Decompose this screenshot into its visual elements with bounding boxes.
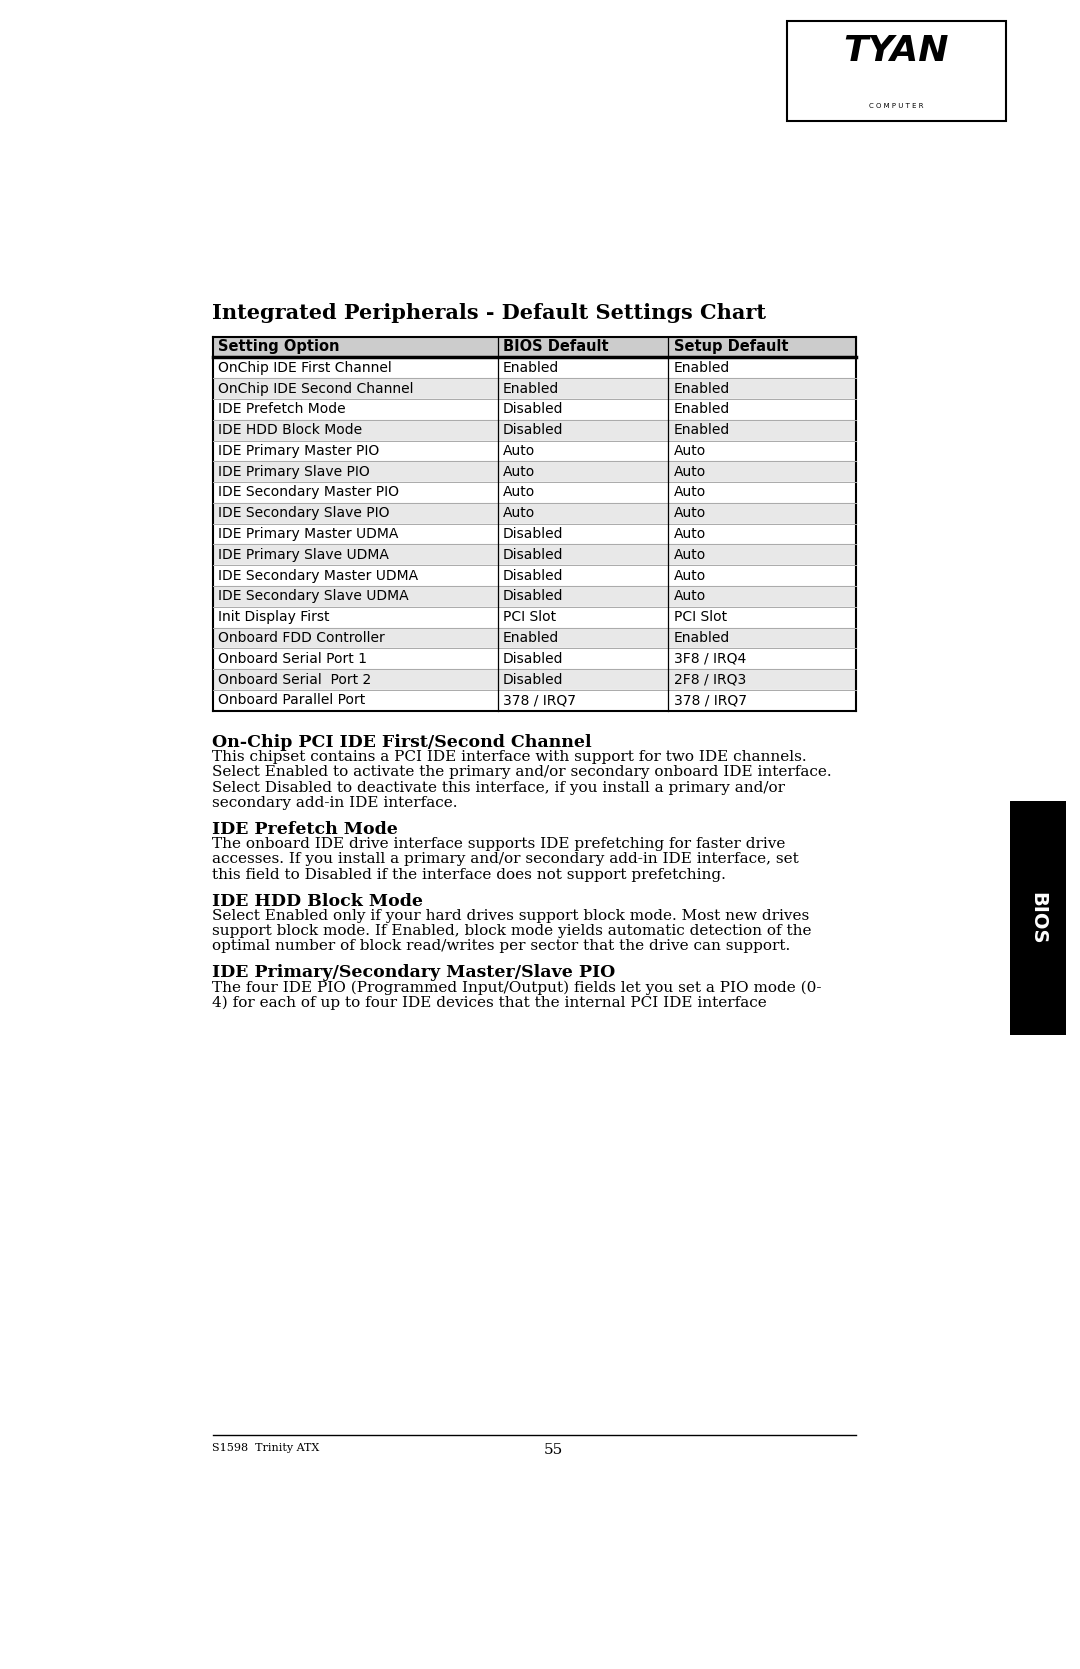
Text: optimal number of block read/writes per sector that the drive can support.: optimal number of block read/writes per … xyxy=(213,940,791,953)
Text: Setting Option: Setting Option xyxy=(218,339,339,354)
Text: Auto: Auto xyxy=(674,547,706,562)
Text: BIOS: BIOS xyxy=(1028,891,1048,945)
Text: IDE Secondary Slave UDMA: IDE Secondary Slave UDMA xyxy=(218,589,408,604)
Text: 55: 55 xyxy=(544,1444,563,1457)
Text: Init Display First: Init Display First xyxy=(218,611,329,624)
Text: IDE Secondary Slave PIO: IDE Secondary Slave PIO xyxy=(218,506,390,521)
Text: TYAN: TYAN xyxy=(843,35,949,68)
Text: Auto: Auto xyxy=(674,589,706,604)
Text: IDE Primary Master PIO: IDE Primary Master PIO xyxy=(218,444,379,457)
Text: Disabled: Disabled xyxy=(503,547,564,562)
Text: Auto: Auto xyxy=(674,527,706,541)
Text: 378 / IRQ7: 378 / IRQ7 xyxy=(674,693,746,708)
Text: Disabled: Disabled xyxy=(503,673,564,686)
Text: Onboard FDD Controller: Onboard FDD Controller xyxy=(218,631,384,644)
Text: IDE Primary Master UDMA: IDE Primary Master UDMA xyxy=(218,527,399,541)
Text: Auto: Auto xyxy=(674,444,706,457)
Text: IDE Secondary Master UDMA: IDE Secondary Master UDMA xyxy=(218,569,418,582)
Text: The onboard IDE drive interface supports IDE prefetching for faster drive: The onboard IDE drive interface supports… xyxy=(213,838,786,851)
Text: Select Enabled to activate the primary and/or secondary onboard IDE interface.: Select Enabled to activate the primary a… xyxy=(213,766,832,779)
Text: IDE Prefetch Mode: IDE Prefetch Mode xyxy=(218,402,346,416)
Text: Enabled: Enabled xyxy=(674,631,730,644)
Text: Disabled: Disabled xyxy=(503,402,564,416)
Text: Auto: Auto xyxy=(674,569,706,582)
Text: 3F8 / IRQ4: 3F8 / IRQ4 xyxy=(674,653,746,666)
Text: IDE Primary Slave PIO: IDE Primary Slave PIO xyxy=(218,464,369,479)
Text: On-Chip PCI IDE First/Second Channel: On-Chip PCI IDE First/Second Channel xyxy=(213,734,592,751)
Text: Integrated Peripherals - Default Settings Chart: Integrated Peripherals - Default Setting… xyxy=(213,304,767,324)
Text: PCI Slot: PCI Slot xyxy=(503,611,556,624)
Text: Auto: Auto xyxy=(674,464,706,479)
Text: OnChip IDE First Channel: OnChip IDE First Channel xyxy=(218,361,392,376)
Text: OnChip IDE Second Channel: OnChip IDE Second Channel xyxy=(218,382,414,396)
Text: Auto: Auto xyxy=(503,444,536,457)
Text: Enabled: Enabled xyxy=(674,424,730,437)
Text: Select Enabled only if your hard drives support block mode. Most new drives: Select Enabled only if your hard drives … xyxy=(213,908,810,923)
Text: IDE HDD Block Mode: IDE HDD Block Mode xyxy=(218,424,362,437)
Text: Disabled: Disabled xyxy=(503,589,564,604)
Text: IDE HDD Block Mode: IDE HDD Block Mode xyxy=(213,893,423,910)
Text: 378 / IRQ7: 378 / IRQ7 xyxy=(503,693,576,708)
Text: Auto: Auto xyxy=(503,486,536,499)
Text: Onboard Serial  Port 2: Onboard Serial Port 2 xyxy=(218,673,372,686)
Text: Auto: Auto xyxy=(503,506,536,521)
Text: Enabled: Enabled xyxy=(674,382,730,396)
Text: accesses. If you install a primary and/or secondary add-in IDE interface, set: accesses. If you install a primary and/o… xyxy=(213,853,799,866)
Text: This chipset contains a PCI IDE interface with support for two IDE channels.: This chipset contains a PCI IDE interfac… xyxy=(213,749,807,764)
Text: S1598  Trinity ATX: S1598 Trinity ATX xyxy=(213,1444,320,1454)
Text: secondary add-in IDE interface.: secondary add-in IDE interface. xyxy=(213,796,458,809)
Text: Disabled: Disabled xyxy=(503,569,564,582)
Text: Enabled: Enabled xyxy=(503,382,559,396)
Text: BIOS Default: BIOS Default xyxy=(503,339,609,354)
Text: Enabled: Enabled xyxy=(503,631,559,644)
Text: Setup Default: Setup Default xyxy=(674,339,788,354)
Text: Auto: Auto xyxy=(674,506,706,521)
Text: IDE Prefetch Mode: IDE Prefetch Mode xyxy=(213,821,399,838)
Text: Onboard Parallel Port: Onboard Parallel Port xyxy=(218,693,365,708)
Text: Enabled: Enabled xyxy=(674,361,730,376)
Text: Enabled: Enabled xyxy=(674,402,730,416)
Text: 4) for each of up to four IDE devices that the internal PCI IDE interface: 4) for each of up to four IDE devices th… xyxy=(213,996,767,1010)
Text: The four IDE PIO (Programmed Input/Output) fields let you set a PIO mode (0-: The four IDE PIO (Programmed Input/Outpu… xyxy=(213,980,822,995)
Text: Disabled: Disabled xyxy=(503,424,564,437)
Text: 2F8 / IRQ3: 2F8 / IRQ3 xyxy=(674,673,746,686)
Text: Onboard Serial Port 1: Onboard Serial Port 1 xyxy=(218,653,367,666)
Text: C O M P U T E R: C O M P U T E R xyxy=(869,103,923,108)
Text: Enabled: Enabled xyxy=(503,361,559,376)
Text: Auto: Auto xyxy=(674,486,706,499)
Text: Disabled: Disabled xyxy=(503,653,564,666)
Text: support block mode. If Enabled, block mode yields automatic detection of the: support block mode. If Enabled, block mo… xyxy=(213,925,812,938)
Text: PCI Slot: PCI Slot xyxy=(674,611,727,624)
Text: IDE Primary Slave UDMA: IDE Primary Slave UDMA xyxy=(218,547,389,562)
Text: Select Disabled to deactivate this interface, if you install a primary and/or: Select Disabled to deactivate this inter… xyxy=(213,781,785,794)
Text: Disabled: Disabled xyxy=(503,527,564,541)
Text: IDE Secondary Master PIO: IDE Secondary Master PIO xyxy=(218,486,399,499)
Text: Auto: Auto xyxy=(503,464,536,479)
Text: IDE Primary/Secondary Master/Slave PIO: IDE Primary/Secondary Master/Slave PIO xyxy=(213,965,616,981)
Text: this field to Disabled if the interface does not support prefetching.: this field to Disabled if the interface … xyxy=(213,868,727,881)
